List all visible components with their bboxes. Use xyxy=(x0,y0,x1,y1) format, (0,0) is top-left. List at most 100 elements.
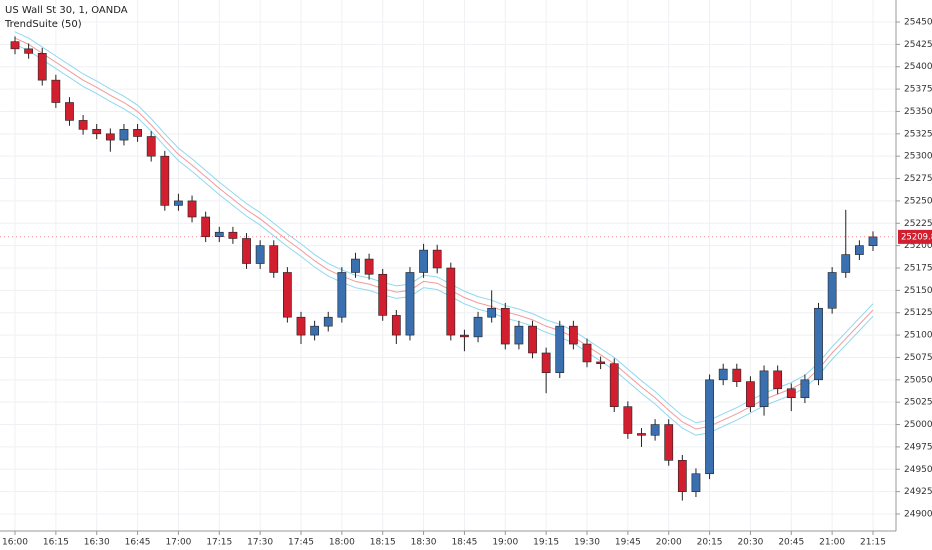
candle-body xyxy=(582,343,592,363)
y-tick-label: 25000.0 xyxy=(904,420,932,430)
candle-body xyxy=(351,258,360,273)
candle-body xyxy=(105,133,115,141)
y-tick-label: 25450.0 xyxy=(904,18,932,28)
candle-body xyxy=(10,41,20,50)
x-tick-label: 17:00 xyxy=(165,538,191,548)
candle-body xyxy=(609,363,619,407)
x-tick-label: 19:45 xyxy=(615,538,641,548)
candle-body xyxy=(364,258,374,275)
last-price-label: 25209.8 xyxy=(901,232,932,242)
y-tick-label: 24925.0 xyxy=(904,487,932,497)
x-tick-label: 19:00 xyxy=(492,538,518,548)
y-tick-label: 25200.0 xyxy=(904,241,932,251)
candle-body xyxy=(337,272,347,318)
candle-body xyxy=(92,129,102,135)
x-tick-label: 20:45 xyxy=(778,538,804,548)
candle-body xyxy=(405,272,415,336)
candle-body xyxy=(323,316,333,327)
y-tick-label: 25300.0 xyxy=(904,152,932,162)
y-tick-label: 24975.0 xyxy=(904,442,932,452)
candle-body xyxy=(391,315,401,336)
candle-body xyxy=(773,370,783,390)
y-tick-label: 25400.0 xyxy=(904,62,932,72)
x-tick-label: 16:30 xyxy=(84,538,110,548)
candle-body xyxy=(119,129,129,141)
x-tick-label: 21:15 xyxy=(860,538,886,548)
band-line xyxy=(14,31,874,424)
y-tick-label: 25375.0 xyxy=(904,85,932,95)
y-tick-label: 25250.0 xyxy=(904,196,932,206)
axes: 24900.0 24925.0 24950.0 24975.0 25000.0 25025… xyxy=(0,18,932,548)
y-tick-label: 25325.0 xyxy=(904,129,932,139)
candle-body xyxy=(718,368,728,381)
candle-body xyxy=(664,424,674,461)
candle-body xyxy=(841,254,851,273)
x-tick-label: 17:45 xyxy=(288,538,314,548)
candle-body xyxy=(65,102,74,121)
x-tick-label: 17:30 xyxy=(247,538,273,548)
y-tick-label: 25050.0 xyxy=(904,375,932,385)
candle-body xyxy=(568,325,578,345)
y-tick-label: 25225.0 xyxy=(904,219,932,229)
x-tick-label: 20:00 xyxy=(656,538,682,548)
candle-body xyxy=(732,368,742,382)
candle-body xyxy=(174,200,183,206)
bands xyxy=(14,31,874,436)
candle-body xyxy=(201,216,211,237)
candle-body xyxy=(650,424,660,436)
candle-body xyxy=(854,245,864,255)
candle-body xyxy=(282,272,292,318)
candle-body xyxy=(487,307,497,318)
candle-body xyxy=(296,316,306,336)
candle-body xyxy=(868,236,878,246)
candle-body xyxy=(24,48,34,54)
candle-body xyxy=(160,155,170,206)
x-tick-label: 18:45 xyxy=(451,538,477,548)
candle-body xyxy=(214,231,224,237)
x-tick-label: 16:45 xyxy=(125,538,151,548)
candle-body xyxy=(677,460,687,492)
candle-body xyxy=(78,120,88,130)
candle-body xyxy=(255,245,265,264)
last-price-box xyxy=(898,229,932,244)
candle-body xyxy=(759,370,769,407)
candle-body xyxy=(419,249,428,273)
candle-body xyxy=(705,379,714,475)
candle-body xyxy=(814,307,823,381)
x-tick-label: 18:30 xyxy=(411,538,437,548)
x-tick-label: 17:15 xyxy=(206,538,232,548)
candle-body xyxy=(133,129,142,137)
x-tick-label: 19:30 xyxy=(574,538,600,548)
candle-body xyxy=(786,388,796,399)
candle-body xyxy=(827,272,837,309)
candle-body xyxy=(187,200,197,218)
candle-body xyxy=(541,352,551,373)
indicator-label: TrendSuite (50) xyxy=(4,19,82,30)
candle-body xyxy=(555,325,565,373)
candle-body xyxy=(378,273,388,316)
x-tick-label: 19:15 xyxy=(533,538,559,548)
candle-body xyxy=(310,325,320,336)
y-tick-label: 25025.0 xyxy=(904,398,932,408)
candle-body xyxy=(800,379,810,399)
x-tick-label: 18:00 xyxy=(329,538,355,548)
y-tick-label: 25175.0 xyxy=(904,264,932,274)
candle-body xyxy=(146,136,156,157)
candle-body xyxy=(596,361,606,365)
y-tick-label: 24900.0 xyxy=(904,510,932,520)
candle-body xyxy=(460,334,469,338)
candle-body xyxy=(500,307,510,345)
y-tick-label: 25075.0 xyxy=(904,353,932,363)
candle-body xyxy=(637,433,646,436)
y-tick-label: 25125.0 xyxy=(904,308,932,318)
candle-body xyxy=(691,473,701,492)
candle-body xyxy=(37,53,47,81)
band-line xyxy=(14,43,874,436)
x-tick-label: 21:00 xyxy=(819,538,845,548)
candle-body xyxy=(242,238,251,264)
y-tick-label: 25275.0 xyxy=(904,174,932,184)
y-tick-label: 25425.0 xyxy=(904,40,932,50)
x-tick-label: 18:15 xyxy=(370,538,396,548)
